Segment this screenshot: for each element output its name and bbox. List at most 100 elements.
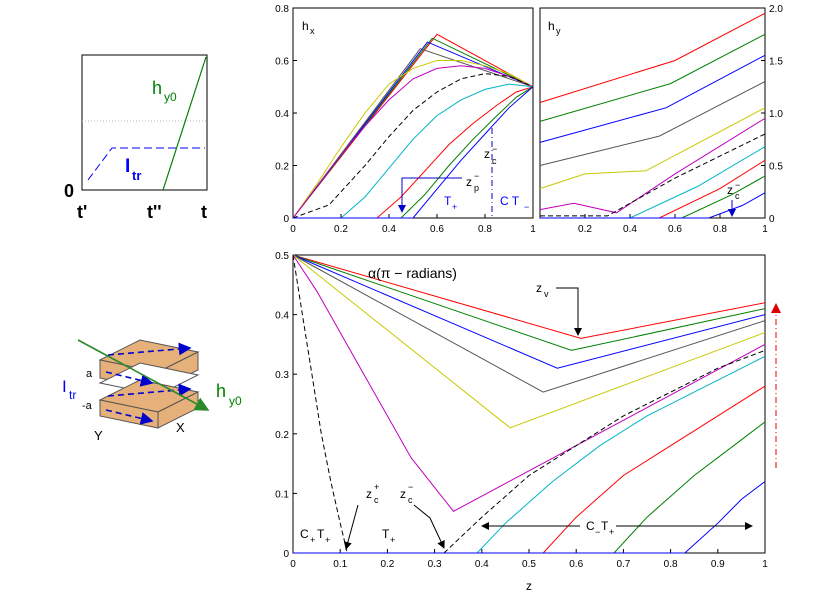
- alpha-series-cyan: [293, 355, 766, 554]
- alpha-series-yellow: [292, 254, 766, 429]
- alpha-xtick-label: 0.1: [333, 559, 347, 570]
- inset-hy0-sub: y0: [164, 90, 177, 104]
- alpha-CT-sub: +: [310, 535, 315, 545]
- hx-title: h: [302, 19, 309, 33]
- hx-CT-sub: −: [524, 202, 529, 212]
- hy-title-sub: y: [556, 26, 561, 36]
- hy-xtick-label: 0.6: [668, 224, 682, 235]
- hx-series-yellow: [292, 60, 534, 219]
- alpha-zcplus-sub: c: [374, 495, 379, 505]
- hx-xtick-label: 0.2: [334, 224, 348, 235]
- hy-ytick-label: 2.0: [769, 4, 783, 15]
- hx-ytick-label: 0.4: [275, 109, 289, 120]
- alpha-series-magenta: [292, 254, 766, 512]
- current-arrow-bottom: [107, 383, 192, 397]
- hx-xtick-label: 0.8: [478, 224, 492, 235]
- hy-ticks: 0.2 0.4 0.6 0.8 10 0.5 1.0 1.5 2.0: [578, 4, 783, 235]
- alpha-series-blue: [292, 254, 766, 369]
- alpha-xtick-label: 0.5: [522, 559, 536, 570]
- hy-zc-sup: −: [735, 180, 740, 190]
- hy-series-blue2: [540, 192, 766, 219]
- alpha-series-black-dashed-left: [292, 254, 348, 554]
- alpha-xtick-label: 0.8: [664, 559, 678, 570]
- hy-zc-label: z: [727, 183, 733, 197]
- alpha-ytick-label: 0.4: [275, 311, 289, 322]
- slab-Y-label: Y: [94, 428, 103, 443]
- alpha-CmTp-sub1: −: [595, 527, 600, 537]
- alpha-xlabel: z: [526, 579, 532, 593]
- hy-lines: [539, 12, 766, 219]
- hy-series-gray: [539, 81, 766, 166]
- inset-current-plot: 0 t' t'' t h y0 I tr: [64, 54, 208, 222]
- hx-series-blue2: [293, 86, 534, 219]
- alpha-xtick-label: 0.7: [616, 559, 630, 570]
- alpha-xtick-label: 0.9: [711, 559, 725, 570]
- alpha-xtick-label: 0.3: [428, 559, 442, 570]
- slab-hy0-sub: y0: [229, 394, 242, 408]
- alpha-CmTp-T: T: [601, 519, 609, 533]
- hx-zp-sup: −: [474, 171, 479, 181]
- inset-tprime-label: t': [77, 202, 87, 222]
- alpha-panel: 0 0.1 0.2 0.3 0.4 0.5 0.6 0.7 0.8 0.9 1 0 0.1 0.2 0.3 0…: [275, 251, 781, 593]
- hy-series-magenta: [539, 117, 766, 214]
- hy-ytick-label: 0: [769, 214, 775, 225]
- alpha-zv-label: z: [536, 281, 542, 295]
- slab-hy0-label: h: [216, 381, 226, 401]
- hy-ytick-label: 1.0: [769, 109, 783, 120]
- alpha-series-black-dashed-right: [443, 349, 766, 554]
- hy-xtick-label: 0.2: [578, 224, 592, 235]
- field-arrow: [77, 339, 210, 411]
- alpha-CT-label: C: [300, 527, 309, 541]
- slab-a-label: a: [86, 368, 93, 380]
- alpha-series-gray: [292, 254, 766, 393]
- alpha-series-green: [292, 254, 766, 351]
- alpha-series-red: [292, 254, 766, 339]
- hy-zc-sub: c: [735, 191, 740, 201]
- hx-xtick-label: 1: [530, 224, 536, 235]
- slab-minus-a-label: -a: [82, 400, 93, 412]
- alpha-zv-sub: v: [544, 289, 549, 299]
- hy-title: h: [548, 19, 555, 33]
- hx-series-red: [292, 33, 534, 219]
- hx-series-cyan: [293, 83, 534, 219]
- alpha-xtick-label: 0: [290, 559, 296, 570]
- slab-ltr-sub: tr: [69, 388, 76, 402]
- hy-series-black-dashed: [540, 133, 766, 217]
- alpha-title: α(π − radians): [368, 265, 457, 281]
- hx-series-red2: [293, 86, 534, 219]
- alpha-zcplus-arrow: [343, 504, 359, 550]
- hx-frame: [292, 7, 534, 219]
- hx-series-magenta: [292, 65, 534, 219]
- inset-tdprime-label: t'': [147, 202, 162, 222]
- alpha-series-green2: [293, 421, 766, 554]
- alpha-series-blue2: [293, 481, 766, 554]
- hx-CT-label: C T: [500, 194, 520, 208]
- hx-ticks: 0 0.2 0.4 0.6 0.8 1 0 0.2 0.4 0.6 0.8: [275, 4, 536, 235]
- alpha-frame: [292, 254, 766, 554]
- hx-lines: [292, 33, 534, 219]
- inset-ltr-sub: tr: [132, 168, 141, 183]
- hy-series-yellow: [539, 107, 766, 190]
- alpha-ticks: 0 0.1 0.2 0.3 0.4 0.5 0.6 0.7 0.8 0.9 1 0 0.1 0.2 0.3 0…: [275, 251, 768, 570]
- hx-series-green2: [293, 86, 534, 219]
- alpha-CT-T-sub: +: [325, 535, 330, 545]
- current-arrow-top: [107, 342, 192, 356]
- hx-xtick-label: 0.6: [430, 224, 444, 235]
- alpha-zcminus-arrow: [413, 504, 445, 549]
- alpha-ytick-label: 0.2: [275, 430, 289, 441]
- hx-series-gray: [292, 48, 534, 219]
- slab-X-label: X: [176, 420, 185, 435]
- hy-xtick-label: 1: [762, 224, 768, 235]
- current-arrow-top2: [105, 371, 154, 387]
- alpha-xtick-label: 0.4: [475, 559, 489, 570]
- slab-ltr-label: I: [62, 377, 67, 396]
- hx-zc-sup: −: [492, 144, 497, 154]
- inset-t-label: t: [201, 202, 207, 222]
- inset-field-line: [162, 56, 207, 191]
- alpha-xtick-label: 0.2: [380, 559, 394, 570]
- hx-ytick-label: 0: [283, 214, 289, 225]
- inset-current-curve: [87, 147, 205, 181]
- alpha-lines: [292, 254, 766, 554]
- hx-ytick-label: 0.6: [275, 57, 289, 68]
- alpha-xtick-label: 0.6: [569, 559, 583, 570]
